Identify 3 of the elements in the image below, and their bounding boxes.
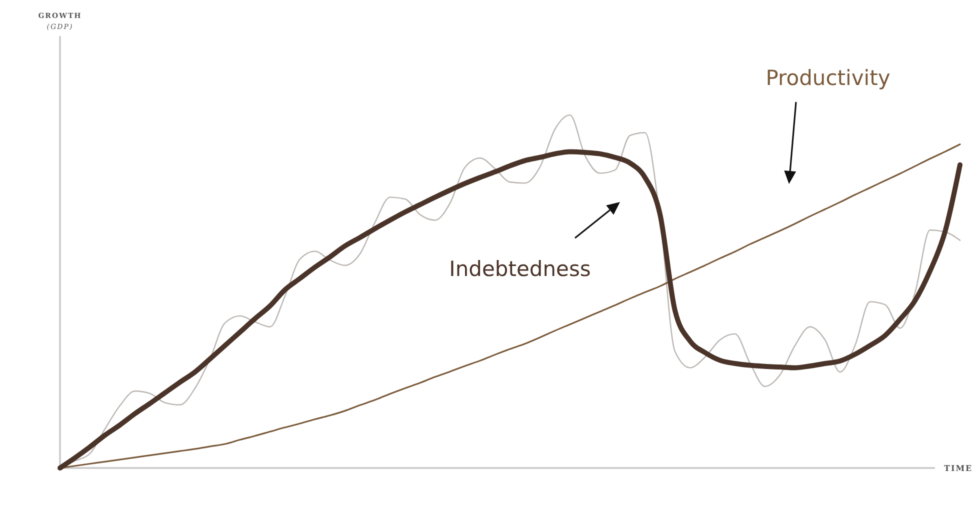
x-axis-title: TIME	[944, 463, 973, 473]
text: Indebtedness	[449, 257, 591, 281]
text: Productivity	[766, 66, 890, 90]
